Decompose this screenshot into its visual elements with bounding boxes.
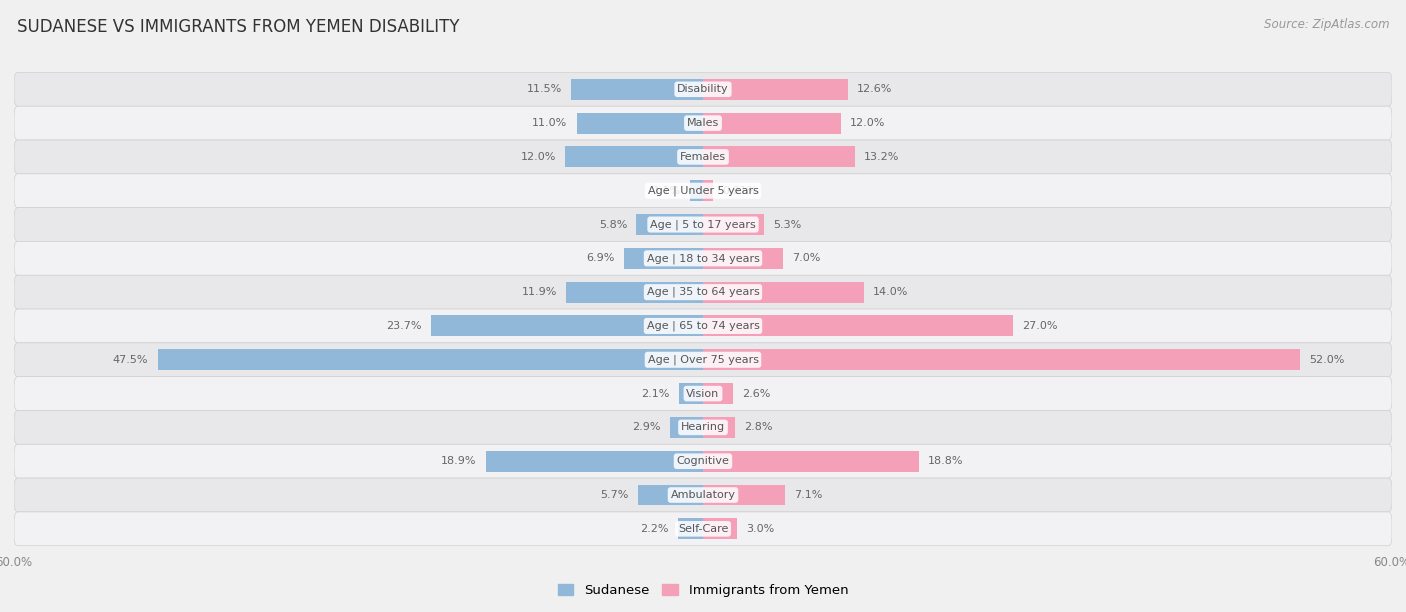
Text: 6.9%: 6.9%: [586, 253, 614, 263]
Bar: [703, 113, 841, 133]
Text: Age | 65 to 74 years: Age | 65 to 74 years: [647, 321, 759, 331]
Bar: [157, 349, 703, 370]
FancyBboxPatch shape: [14, 411, 1392, 444]
FancyBboxPatch shape: [14, 512, 1392, 546]
Text: 11.5%: 11.5%: [526, 84, 562, 94]
FancyBboxPatch shape: [14, 72, 1392, 106]
Text: Age | Under 5 years: Age | Under 5 years: [648, 185, 758, 196]
Text: 5.7%: 5.7%: [600, 490, 628, 500]
FancyBboxPatch shape: [14, 242, 1392, 275]
FancyBboxPatch shape: [14, 478, 1392, 512]
Text: 12.0%: 12.0%: [520, 152, 555, 162]
Bar: [624, 248, 703, 269]
FancyBboxPatch shape: [14, 376, 1392, 411]
Text: 11.0%: 11.0%: [533, 118, 568, 128]
FancyBboxPatch shape: [14, 444, 1392, 478]
Text: 2.1%: 2.1%: [641, 389, 669, 398]
FancyBboxPatch shape: [14, 343, 1392, 376]
Bar: [703, 450, 920, 472]
Text: 13.2%: 13.2%: [863, 152, 898, 162]
Text: SUDANESE VS IMMIGRANTS FROM YEMEN DISABILITY: SUDANESE VS IMMIGRANTS FROM YEMEN DISABI…: [17, 18, 460, 36]
Text: 2.2%: 2.2%: [640, 524, 669, 534]
Text: 12.0%: 12.0%: [851, 118, 886, 128]
Bar: [430, 315, 703, 337]
Bar: [486, 450, 703, 472]
FancyBboxPatch shape: [14, 275, 1392, 309]
FancyBboxPatch shape: [14, 309, 1392, 343]
Text: 7.1%: 7.1%: [794, 490, 823, 500]
Text: 47.5%: 47.5%: [112, 355, 149, 365]
FancyBboxPatch shape: [14, 207, 1392, 242]
Text: Hearing: Hearing: [681, 422, 725, 433]
Text: 52.0%: 52.0%: [1309, 355, 1344, 365]
Text: Age | 5 to 17 years: Age | 5 to 17 years: [650, 219, 756, 230]
Legend: Sudanese, Immigrants from Yemen: Sudanese, Immigrants from Yemen: [553, 578, 853, 602]
Bar: [703, 383, 733, 404]
Bar: [567, 282, 703, 303]
Text: Disability: Disability: [678, 84, 728, 94]
Bar: [637, 214, 703, 235]
Text: Source: ZipAtlas.com: Source: ZipAtlas.com: [1264, 18, 1389, 31]
Bar: [571, 79, 703, 100]
Text: Females: Females: [681, 152, 725, 162]
Text: Ambulatory: Ambulatory: [671, 490, 735, 500]
Bar: [703, 315, 1012, 337]
Text: 1.1%: 1.1%: [652, 185, 681, 196]
Text: 7.0%: 7.0%: [793, 253, 821, 263]
Text: Self-Care: Self-Care: [678, 524, 728, 534]
Text: Cognitive: Cognitive: [676, 456, 730, 466]
Text: Age | 35 to 64 years: Age | 35 to 64 years: [647, 287, 759, 297]
Text: 5.3%: 5.3%: [773, 220, 801, 230]
Bar: [690, 181, 703, 201]
Bar: [703, 146, 855, 168]
Text: 18.8%: 18.8%: [928, 456, 963, 466]
Text: 2.6%: 2.6%: [742, 389, 770, 398]
Bar: [703, 349, 1301, 370]
Bar: [669, 417, 703, 438]
Bar: [565, 146, 703, 168]
Bar: [703, 181, 713, 201]
Text: 2.8%: 2.8%: [744, 422, 773, 433]
Bar: [678, 518, 703, 539]
Bar: [703, 248, 783, 269]
Text: 12.6%: 12.6%: [856, 84, 893, 94]
Text: Age | 18 to 34 years: Age | 18 to 34 years: [647, 253, 759, 264]
Text: 27.0%: 27.0%: [1022, 321, 1057, 331]
Text: Age | Over 75 years: Age | Over 75 years: [648, 354, 758, 365]
Bar: [703, 485, 785, 506]
Text: 2.9%: 2.9%: [633, 422, 661, 433]
Bar: [679, 383, 703, 404]
Bar: [703, 214, 763, 235]
Text: Vision: Vision: [686, 389, 720, 398]
Text: 14.0%: 14.0%: [873, 287, 908, 297]
Text: 5.8%: 5.8%: [599, 220, 627, 230]
Bar: [637, 485, 703, 506]
FancyBboxPatch shape: [14, 140, 1392, 174]
Bar: [703, 79, 848, 100]
Bar: [703, 282, 863, 303]
Text: Males: Males: [688, 118, 718, 128]
Text: 11.9%: 11.9%: [522, 287, 557, 297]
Text: 0.91%: 0.91%: [723, 185, 758, 196]
Text: 18.9%: 18.9%: [441, 456, 477, 466]
Text: 23.7%: 23.7%: [387, 321, 422, 331]
Text: 3.0%: 3.0%: [747, 524, 775, 534]
Bar: [703, 518, 738, 539]
FancyBboxPatch shape: [14, 174, 1392, 207]
Bar: [576, 113, 703, 133]
Bar: [703, 417, 735, 438]
FancyBboxPatch shape: [14, 106, 1392, 140]
